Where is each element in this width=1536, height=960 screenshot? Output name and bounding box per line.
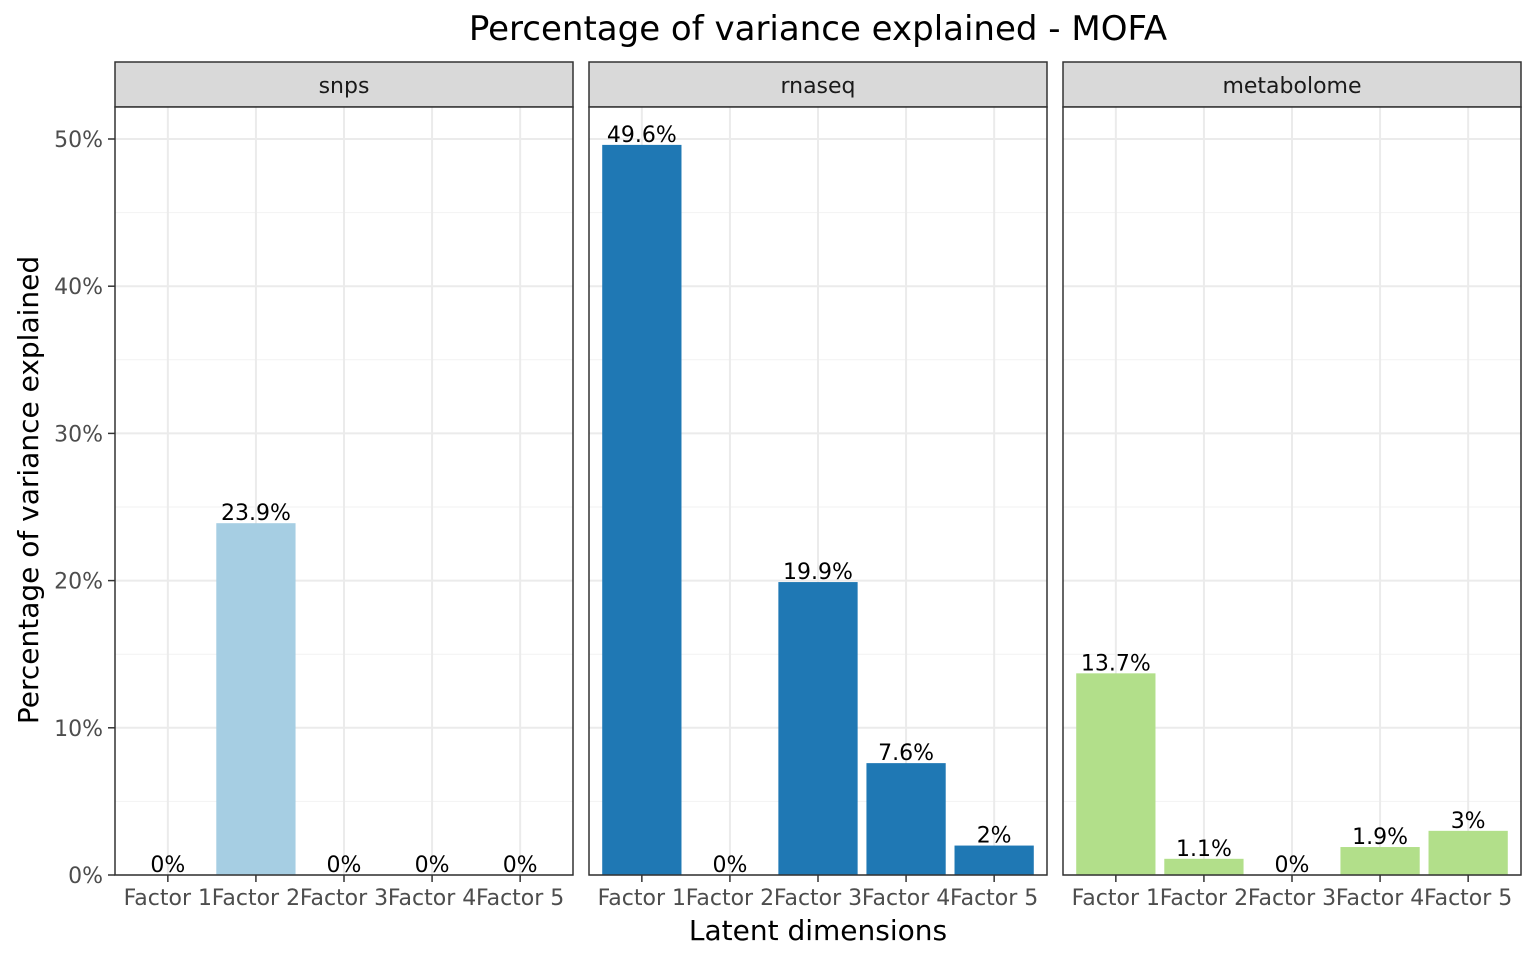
x-tick-label: Factor 4: [1336, 886, 1424, 911]
bar-value-label: 0%: [150, 853, 185, 878]
x-tick-label: Factor 1: [124, 886, 212, 911]
bar-value-label: 19.9%: [783, 560, 853, 585]
facet-strip: [588, 61, 1048, 108]
bar-value-label: 1.9%: [1352, 825, 1408, 850]
x-tick-label: Factor 3: [300, 886, 388, 911]
x-tick-label: Factor 3: [774, 886, 862, 911]
x-tick-label: Factor 3: [1248, 886, 1336, 911]
y-tick-label: 40%: [54, 275, 103, 300]
bar-value-label: 49.6%: [607, 123, 677, 148]
bar-snps-factor-2: [216, 523, 296, 875]
bar-rnaseq-factor-4: [866, 763, 946, 875]
x-tick-label: Factor 5: [950, 886, 1038, 911]
y-axis-title: Percentage of variance explained: [12, 256, 45, 724]
y-tick-label: 10%: [54, 717, 103, 742]
x-tick-label: Factor 2: [686, 886, 774, 911]
bar-rnaseq-factor-5: [954, 845, 1034, 875]
x-axis-title: Latent dimensions: [689, 914, 947, 947]
x-tick-label: Factor 1: [598, 886, 686, 911]
y-tick-label: 20%: [54, 570, 103, 595]
bar-value-label: 23.9%: [221, 501, 291, 526]
x-tick-label: Factor 5: [1424, 886, 1512, 911]
bar-value-label: 0%: [1275, 853, 1310, 878]
bar-metabolome-factor-4: [1340, 847, 1420, 875]
bar-metabolome-factor-5: [1428, 830, 1508, 875]
bar-metabolome-factor-2: [1164, 858, 1244, 875]
x-tick-label: Factor 1: [1072, 886, 1160, 911]
bar-value-label: 0%: [415, 853, 450, 878]
facet-strip: [114, 61, 574, 108]
bar-value-label: 0%: [327, 853, 362, 878]
bar-value-label: 3%: [1451, 809, 1486, 834]
bar-value-label: 0%: [503, 853, 538, 878]
chart-title: Percentage of variance explained - MOFA: [469, 9, 1167, 49]
facet-strip-label: metabolome: [1222, 74, 1361, 99]
bar-value-label: 13.7%: [1081, 651, 1151, 676]
x-tick-label: Factor 2: [1160, 886, 1248, 911]
x-tick-label: Factor 4: [862, 886, 950, 911]
bar-rnaseq-factor-3: [778, 582, 858, 875]
facet-strip-label: rnaseq: [780, 74, 855, 99]
y-tick-label: 50%: [54, 128, 103, 153]
bar-value-label: 0%: [712, 853, 747, 878]
x-tick-label: Factor 5: [476, 886, 564, 911]
y-tick-label: 30%: [54, 422, 103, 447]
facet-strip-label: snps: [319, 74, 370, 99]
bar-metabolome-factor-1: [1076, 673, 1156, 875]
y-axis-tick-labels: 0% 10% 20% 30% 40% 50%: [54, 128, 115, 889]
x-tick-label: Factor 4: [388, 886, 476, 911]
facet-strip: [1062, 61, 1522, 108]
bar-value-label: 7.6%: [878, 741, 934, 766]
bar-value-label: 2%: [977, 824, 1012, 849]
x-tick-label: Factor 2: [212, 886, 300, 911]
y-tick-label: 0%: [68, 864, 103, 889]
bar-value-label: 1.1%: [1176, 837, 1232, 862]
facet-rnaseq: rnaseq 49.6% 0% 19.9% 7.6% 2% Factor 1 Factor 2…: [588, 61, 1048, 911]
bar-rnaseq-factor-1: [602, 144, 682, 875]
